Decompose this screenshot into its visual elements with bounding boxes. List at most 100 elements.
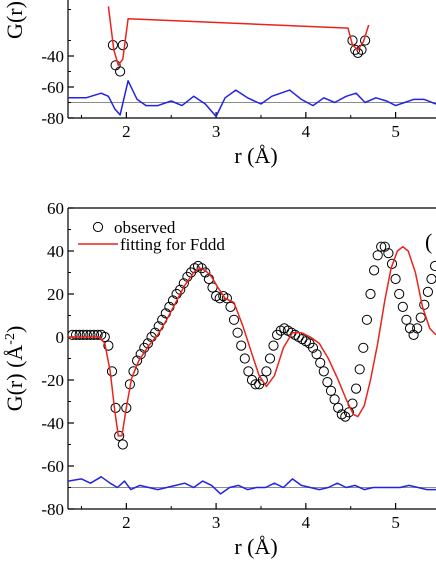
difference-line bbox=[68, 476, 436, 495]
y-tick-label: 60 bbox=[47, 199, 64, 218]
observed-point bbox=[68, 329, 78, 340]
observed-point bbox=[390, 273, 401, 285]
y-tick-label: 0 bbox=[56, 328, 65, 347]
observed-point bbox=[376, 241, 387, 252]
x-tick-label: 3 bbox=[212, 122, 221, 141]
observed-point bbox=[117, 40, 128, 51]
observed-point bbox=[419, 299, 430, 310]
observed-point bbox=[401, 314, 412, 325]
observed-point bbox=[426, 273, 436, 285]
observed-point bbox=[386, 258, 398, 269]
observed-point bbox=[78, 329, 89, 340]
observed-point bbox=[117, 439, 128, 450]
observed-point bbox=[114, 430, 125, 441]
observed-point bbox=[394, 288, 405, 300]
observed-point bbox=[106, 366, 118, 377]
observed-point bbox=[412, 323, 423, 334]
top-panel: 2 3 4 5 -80 -60 -40 r (Å) G(r) bbox=[2, 0, 436, 168]
observed-point bbox=[361, 314, 372, 325]
y-tick-label: 20 bbox=[47, 285, 64, 304]
observed-point bbox=[307, 342, 319, 353]
x-tick-label: 5 bbox=[391, 513, 400, 532]
y-tick-label: -80 bbox=[41, 109, 64, 128]
observed-point bbox=[243, 366, 254, 377]
observed-point bbox=[71, 329, 82, 340]
observed-point bbox=[92, 329, 103, 340]
x-tick-label: 3 bbox=[212, 513, 221, 532]
y-axis-title: G(r) bbox=[2, 1, 27, 39]
observed-point bbox=[358, 342, 369, 353]
observed-point bbox=[81, 329, 92, 340]
observed-point bbox=[397, 301, 408, 312]
observed-point bbox=[336, 409, 347, 420]
observed-point bbox=[333, 402, 344, 413]
observed-point bbox=[261, 366, 272, 377]
observed-point bbox=[232, 327, 243, 338]
y-axis-title-text: G(r) (Å bbox=[2, 345, 27, 412]
x-axis-title: r (Å) bbox=[234, 143, 277, 168]
legend-observed-marker bbox=[92, 221, 104, 233]
legend-observed-label: observed bbox=[114, 218, 176, 237]
observed-point bbox=[325, 385, 337, 396]
observed-point bbox=[128, 366, 139, 377]
y-tick-label: -40 bbox=[41, 414, 64, 433]
y-tick-label: -20 bbox=[41, 371, 64, 390]
fit-line bbox=[107, 6, 370, 67]
observed-point bbox=[200, 267, 211, 278]
x-axis-title-close: ) bbox=[270, 143, 277, 168]
fit-line bbox=[68, 245, 436, 437]
observed-point bbox=[257, 374, 268, 386]
observed-point bbox=[85, 329, 96, 340]
observed-point bbox=[329, 394, 340, 405]
x-tick-label: 4 bbox=[302, 122, 311, 141]
observed-point bbox=[354, 364, 365, 375]
y-tick-label: -80 bbox=[41, 500, 64, 519]
observed-point bbox=[268, 340, 279, 351]
y-axis-title: G(r) (Å-2) bbox=[2, 326, 27, 412]
y-axis-title-close: ) bbox=[2, 326, 27, 333]
observed-point bbox=[315, 357, 326, 368]
observed-point bbox=[74, 329, 85, 340]
observed-point bbox=[110, 402, 121, 413]
observed-point bbox=[311, 349, 322, 360]
observed-point bbox=[322, 377, 333, 388]
x-tick-label: 2 bbox=[122, 513, 131, 532]
x-axis-title-close: ) bbox=[270, 534, 277, 559]
x-tick-label: 2 bbox=[122, 122, 131, 141]
observed-point bbox=[379, 241, 390, 252]
observed-point bbox=[236, 340, 247, 351]
legend-fit-label: fitting for Fddd bbox=[120, 235, 225, 254]
x-tick-label: 5 bbox=[391, 122, 400, 141]
observed-point bbox=[350, 44, 361, 55]
observed-point bbox=[422, 286, 433, 297]
difference-line bbox=[68, 80, 436, 118]
observed-point bbox=[408, 329, 419, 340]
x-axis-title-main: r ( bbox=[234, 534, 254, 559]
observed-point bbox=[300, 336, 311, 347]
observed-point bbox=[365, 288, 376, 300]
y-tick-label: -60 bbox=[41, 457, 64, 476]
y-axis-title-text: G(r) bbox=[2, 1, 27, 39]
x-axis-title-main: r ( bbox=[234, 143, 254, 168]
observed-point bbox=[383, 248, 394, 259]
y-axis-title-sup: -2 bbox=[3, 333, 18, 345]
plot-data-area bbox=[68, 241, 436, 495]
observed-point bbox=[228, 314, 240, 325]
x-axis-title-unit: Å bbox=[254, 143, 270, 168]
observed-point bbox=[343, 407, 354, 418]
observed-point bbox=[415, 312, 426, 323]
observed-point bbox=[221, 293, 232, 304]
observed-point bbox=[351, 383, 362, 394]
y-tick-label: 40 bbox=[47, 242, 64, 261]
x-axis-title-unit: Å bbox=[254, 534, 270, 559]
observed-point bbox=[115, 66, 126, 77]
x-axis-title: r (Å) bbox=[234, 534, 277, 559]
observed-point bbox=[404, 323, 416, 334]
y-tick-label: -60 bbox=[41, 78, 64, 97]
observed-point bbox=[88, 329, 100, 340]
plot-data-area bbox=[68, 6, 436, 118]
observed-point bbox=[430, 260, 436, 272]
observed-point bbox=[264, 353, 276, 364]
